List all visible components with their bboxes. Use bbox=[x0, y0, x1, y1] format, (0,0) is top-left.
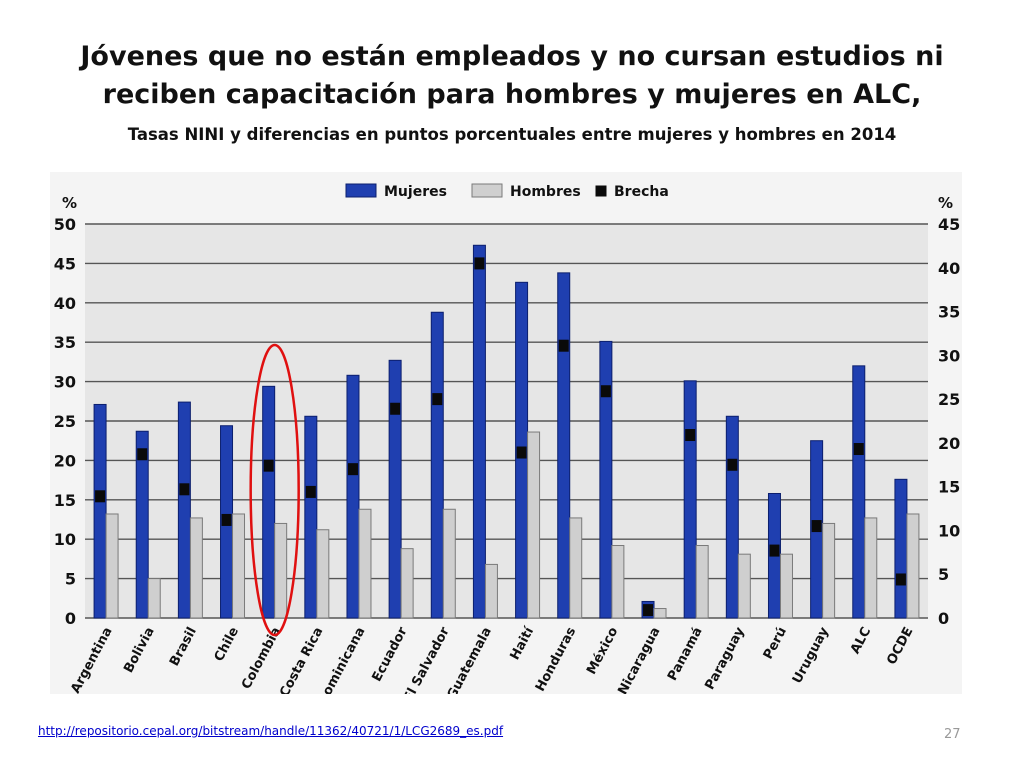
slide-title: Jóvenes que no están empleados y no curs… bbox=[0, 38, 1024, 114]
legend-label-mujeres: Mujeres bbox=[384, 184, 447, 200]
marker-brecha bbox=[558, 339, 569, 352]
left-axis: 0 5 10 15 20 25 30 35 40 45 50% bbox=[54, 194, 77, 628]
bar-hombres bbox=[779, 553, 793, 619]
bar-hombres bbox=[695, 545, 709, 619]
left-tick-label: 30 bbox=[54, 373, 76, 392]
bar-hombres bbox=[611, 545, 625, 619]
bar-hombres bbox=[822, 522, 836, 619]
slide-number: 27 bbox=[944, 727, 961, 742]
chart: Mujeres Hombres Brecha 0 5 10 15 20 25 30 35 40 45 5… bbox=[50, 172, 962, 694]
marker-brecha bbox=[727, 458, 738, 471]
bars bbox=[93, 244, 920, 619]
bar-mujeres bbox=[725, 415, 739, 619]
bar-mujeres bbox=[599, 340, 613, 619]
marker-brecha bbox=[474, 257, 485, 270]
right-tick-label: 40 bbox=[938, 259, 960, 278]
marker-brecha bbox=[643, 604, 654, 617]
left-tick-label: 20 bbox=[54, 451, 76, 470]
bar-mujeres bbox=[472, 244, 486, 619]
marker-brecha bbox=[516, 446, 527, 459]
legend-label-brecha: Brecha bbox=[614, 184, 669, 200]
right-axis-unit: % bbox=[938, 194, 953, 212]
source-link[interactable]: http://repositorio.cepal.org/bitstream/h… bbox=[38, 724, 504, 738]
marker-brecha bbox=[685, 429, 696, 442]
right-tick-label: 30 bbox=[938, 346, 960, 365]
marker-brecha bbox=[179, 483, 190, 496]
right-tick-label: 45 bbox=[938, 215, 960, 234]
legend-label-hombres: Hombres bbox=[510, 184, 581, 200]
marker-brecha bbox=[137, 448, 148, 461]
left-axis-unit: % bbox=[62, 194, 77, 212]
slide-subtitle: Tasas NINI y diferencias en puntos porce… bbox=[127, 125, 897, 144]
title-line-1: Jóvenes que no están empleados y no curs… bbox=[80, 41, 944, 72]
highlight bbox=[249, 343, 300, 637]
bar-hombres bbox=[147, 578, 161, 619]
bar-hombres bbox=[906, 513, 920, 619]
left-tick-label: 15 bbox=[54, 491, 76, 510]
bar-mujeres bbox=[852, 365, 866, 619]
bar-mujeres bbox=[135, 430, 149, 619]
bar-hombres bbox=[105, 513, 119, 619]
right-tick-label: 25 bbox=[938, 390, 960, 409]
bar-hombres bbox=[358, 508, 372, 619]
marker-brecha bbox=[221, 513, 232, 526]
bar-hombres bbox=[737, 553, 751, 619]
right-tick-label: 15 bbox=[938, 478, 960, 497]
legend-swatch-hombres bbox=[471, 183, 503, 198]
bar-mujeres bbox=[346, 374, 360, 619]
marker-brecha bbox=[263, 459, 274, 472]
right-tick-label: 10 bbox=[938, 521, 960, 540]
bar-mujeres bbox=[262, 385, 276, 619]
left-tick-label: 40 bbox=[54, 294, 76, 313]
left-tick-label: 35 bbox=[54, 333, 76, 352]
marker-brecha bbox=[600, 385, 611, 398]
marker-brecha bbox=[811, 520, 822, 533]
left-tick-label: 25 bbox=[54, 412, 76, 431]
legend: Mujeres Hombres Brecha bbox=[345, 183, 669, 200]
right-axis: 0 5 10 15 20 25 30 35 40 45% bbox=[938, 194, 960, 628]
bar-hombres bbox=[400, 548, 414, 619]
left-tick-label: 5 bbox=[65, 570, 76, 589]
marker-brecha bbox=[769, 544, 780, 557]
bar-hombres bbox=[484, 563, 498, 619]
bar-hombres bbox=[316, 529, 330, 619]
bar-mujeres bbox=[388, 359, 402, 619]
bar-mujeres bbox=[177, 401, 191, 619]
marker-brecha bbox=[432, 393, 443, 406]
marker-brecha bbox=[95, 490, 106, 503]
bar-hombres bbox=[274, 522, 288, 619]
left-tick-label: 50 bbox=[54, 215, 76, 234]
right-tick-label: 20 bbox=[938, 434, 960, 453]
marker-brecha bbox=[853, 443, 864, 456]
bar-hombres bbox=[442, 508, 456, 619]
marker-brecha bbox=[305, 485, 316, 498]
bar-hombres bbox=[527, 431, 541, 619]
left-tick-label: 45 bbox=[54, 254, 76, 273]
bar-hombres bbox=[232, 513, 246, 619]
marker-brecha bbox=[390, 402, 401, 415]
legend-swatch-mujeres bbox=[345, 183, 377, 198]
bar-hombres bbox=[653, 608, 667, 619]
bar-mujeres bbox=[557, 272, 571, 619]
left-tick-label: 0 bbox=[65, 609, 76, 628]
right-tick-label: 5 bbox=[938, 565, 949, 584]
right-tick-label: 0 bbox=[938, 609, 949, 628]
bar-hombres bbox=[189, 517, 203, 619]
bar-mujeres bbox=[894, 478, 908, 619]
left-tick-label: 10 bbox=[54, 530, 76, 549]
marker-brecha bbox=[895, 573, 906, 586]
bar-mujeres bbox=[430, 311, 444, 619]
bar-mujeres bbox=[304, 415, 318, 619]
bar-hombres bbox=[569, 517, 583, 619]
bar-mujeres bbox=[683, 380, 697, 619]
right-tick-label: 35 bbox=[938, 303, 960, 322]
bar-hombres bbox=[864, 517, 878, 619]
title-line-2: reciben capacitación para hombres y muje… bbox=[102, 79, 922, 110]
marker-brecha bbox=[347, 463, 358, 476]
bar-mujeres bbox=[93, 403, 107, 619]
highlight-ellipse bbox=[249, 343, 300, 637]
legend-swatch-brecha bbox=[595, 185, 607, 197]
